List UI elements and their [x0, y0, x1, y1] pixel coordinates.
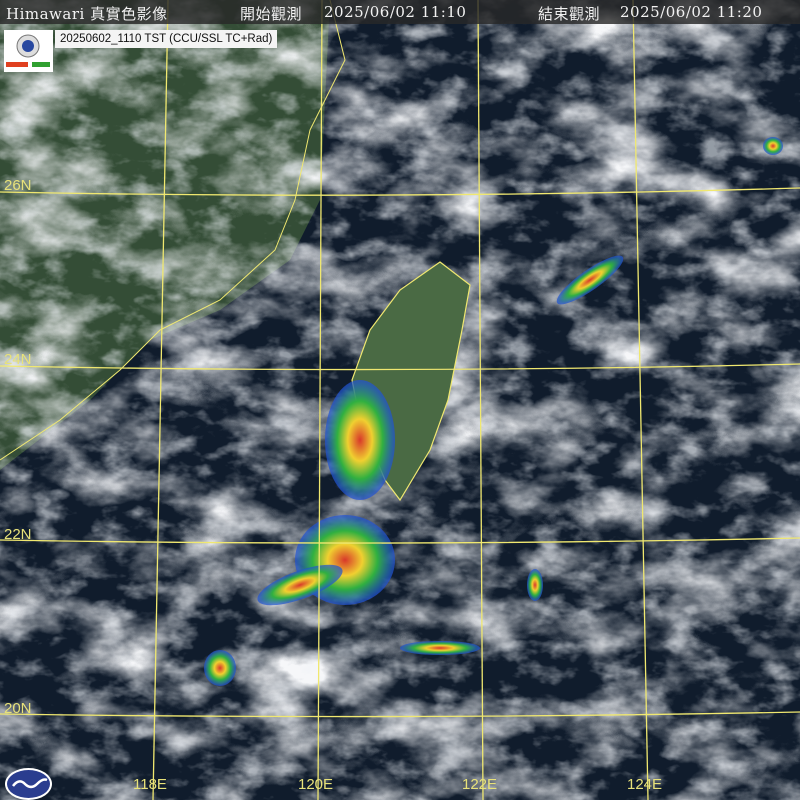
lat-line-20n	[0, 711, 800, 718]
end-label: 結束觀測	[538, 5, 601, 23]
start-time: 2025/06/02 11:10	[324, 3, 467, 21]
header-title: Himawari 真實色影像	[6, 5, 168, 23]
header-bar: Himawari 真實色影像 開始觀測 2025/06/02 11:10 結束觀…	[0, 0, 800, 24]
lat-line-26n	[0, 187, 800, 196]
lat-label-26n: 26N	[4, 177, 32, 194]
lon-line-122e	[477, 0, 484, 800]
lon-line-124e	[632, 0, 649, 800]
lat-line-24n	[0, 363, 800, 371]
product-label: 20250602_1110 TST (CCU/SSL TC+Rad)	[55, 30, 278, 48]
lat-label-20n: 20N	[4, 700, 32, 717]
lon-label-124e: 124E	[627, 776, 663, 793]
lon-label-118e: 118E	[133, 776, 167, 793]
lon-label-122e: 122E	[462, 776, 498, 793]
end-time: 2025/06/02 11:20	[620, 3, 763, 21]
lat-line-22n	[0, 537, 800, 544]
rain-cells	[204, 137, 783, 686]
lon-label-120e: 120E	[298, 776, 334, 793]
lon-line-118e	[152, 0, 169, 800]
lat-label-24n: 24N	[4, 351, 32, 368]
cwa-logo	[5, 768, 52, 800]
lat-label-22n: 22N	[4, 526, 32, 543]
lon-line-120e	[317, 0, 323, 800]
coastline	[0, 0, 346, 461]
start-label: 開始觀測	[240, 5, 303, 23]
severe-storms-lab-logo	[4, 30, 53, 72]
